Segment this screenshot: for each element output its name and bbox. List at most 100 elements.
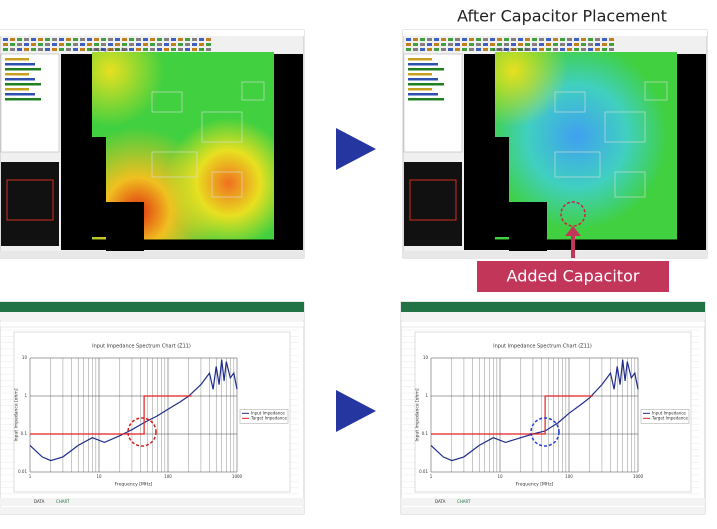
toolbar-icon bbox=[59, 43, 64, 46]
legend-label: Input Impedance bbox=[251, 410, 285, 415]
toolbar-icon bbox=[441, 48, 446, 51]
toolbar-icon bbox=[185, 43, 190, 46]
thumbnail bbox=[404, 162, 462, 246]
board-cutout bbox=[495, 137, 509, 237]
y-tick-label: 0.01 bbox=[18, 469, 27, 474]
toolbar-icon bbox=[94, 43, 99, 46]
toolbar-icon bbox=[546, 48, 551, 51]
status-bar bbox=[0, 507, 304, 514]
excel-window: DATA CHART Input Impedance Spectrum Chart … bbox=[0, 301, 305, 515]
callout-box bbox=[477, 261, 669, 292]
arrow bbox=[336, 128, 376, 170]
toolbar-icon bbox=[567, 43, 572, 46]
toolbar-icon bbox=[24, 48, 29, 51]
tree-item bbox=[408, 98, 444, 101]
toolbar-icon bbox=[143, 38, 148, 41]
toolbar-icon bbox=[3, 38, 8, 41]
status-bar bbox=[0, 251, 304, 258]
toolbar-icon bbox=[24, 38, 29, 41]
tree-item bbox=[5, 88, 29, 91]
toolbar-icon bbox=[199, 38, 204, 41]
callout-arrow-head bbox=[565, 226, 581, 236]
toolbar-icon bbox=[609, 43, 614, 46]
toolbar-icon bbox=[52, 38, 57, 41]
x-tick-label: 10 bbox=[497, 474, 503, 479]
tree-item bbox=[408, 88, 432, 91]
x-tick-label: 1 bbox=[29, 474, 32, 479]
y-tick-label: 0.1 bbox=[422, 431, 429, 436]
formula-bar bbox=[400, 320, 706, 328]
toolbar-icon bbox=[609, 48, 614, 51]
toolbar-icon bbox=[185, 38, 190, 41]
toolbar-icon bbox=[45, 43, 50, 46]
toolbar-icon bbox=[406, 38, 411, 41]
toolbar-icon bbox=[136, 38, 141, 41]
toolbar-icon bbox=[206, 38, 211, 41]
toolbar-icon bbox=[518, 43, 523, 46]
toolbar-icon bbox=[483, 38, 488, 41]
toolbar-icon bbox=[164, 48, 169, 51]
toolbar-icon bbox=[199, 48, 204, 51]
tree-item bbox=[408, 73, 432, 76]
toolbar-icon bbox=[546, 38, 551, 41]
component bbox=[201, 111, 243, 143]
sheet-tab: DATA bbox=[435, 499, 446, 504]
toolbar-icon bbox=[87, 48, 92, 51]
toolbar-icon bbox=[122, 38, 127, 41]
toolbar-icon bbox=[511, 38, 516, 41]
series-line bbox=[431, 395, 593, 435]
toolbar-icon bbox=[490, 38, 495, 41]
toolbar-icon bbox=[581, 43, 586, 46]
title-bar bbox=[0, 30, 304, 36]
component bbox=[554, 91, 586, 113]
tree-item bbox=[5, 68, 41, 71]
toolbar-icon bbox=[115, 38, 120, 41]
toolbar-icon bbox=[476, 43, 481, 46]
component bbox=[211, 171, 243, 198]
toolbar-icon bbox=[66, 38, 71, 41]
title-bar bbox=[403, 30, 707, 36]
y-axis-label: Input Impedance [ohm] bbox=[14, 388, 20, 441]
toolbar-icon bbox=[567, 48, 572, 51]
x-tick-label: 100 bbox=[565, 474, 573, 479]
toolbar-icon bbox=[122, 43, 127, 46]
toolbar-icon bbox=[52, 48, 57, 51]
thumb-board bbox=[409, 179, 457, 221]
toolbar-icon bbox=[546, 43, 551, 46]
toolbar-icon bbox=[52, 43, 57, 46]
toolbar-icon bbox=[122, 48, 127, 51]
toolbar-icon bbox=[87, 43, 92, 46]
toolbar-icon bbox=[602, 48, 607, 51]
toolbar-icon bbox=[115, 48, 120, 51]
toolbar-icon bbox=[574, 43, 579, 46]
toolbar-icon bbox=[171, 43, 176, 46]
series-line bbox=[430, 359, 639, 462]
board-cutout bbox=[509, 202, 547, 252]
toolbar-icon bbox=[560, 38, 565, 41]
toolbar-icon bbox=[150, 43, 155, 46]
toolbar-icon bbox=[3, 43, 8, 46]
toolbar-icon bbox=[66, 48, 71, 51]
component bbox=[241, 81, 265, 101]
x-tick-label: 1 bbox=[430, 474, 433, 479]
toolbar-icon bbox=[136, 43, 141, 46]
toolbar-icon bbox=[490, 48, 495, 51]
highlight-circle bbox=[127, 417, 157, 447]
x-tick-label: 100 bbox=[164, 474, 172, 479]
toolbar-icon bbox=[448, 48, 453, 51]
toolbar-icon bbox=[157, 43, 162, 46]
toolbar-icon bbox=[553, 38, 558, 41]
tree-item bbox=[5, 63, 35, 66]
toolbar-icon bbox=[157, 48, 162, 51]
toolbar-icon bbox=[434, 48, 439, 51]
toolbar-icon bbox=[38, 38, 43, 41]
toolbar-icon bbox=[164, 38, 169, 41]
series-line bbox=[30, 395, 192, 435]
toolbar-icon bbox=[434, 38, 439, 41]
toolbar-icon bbox=[59, 48, 64, 51]
toolbar-icon bbox=[199, 43, 204, 46]
tree-item bbox=[408, 78, 438, 81]
toolbar-icon bbox=[73, 38, 78, 41]
component bbox=[151, 91, 183, 113]
toolbar-icon bbox=[31, 38, 36, 41]
